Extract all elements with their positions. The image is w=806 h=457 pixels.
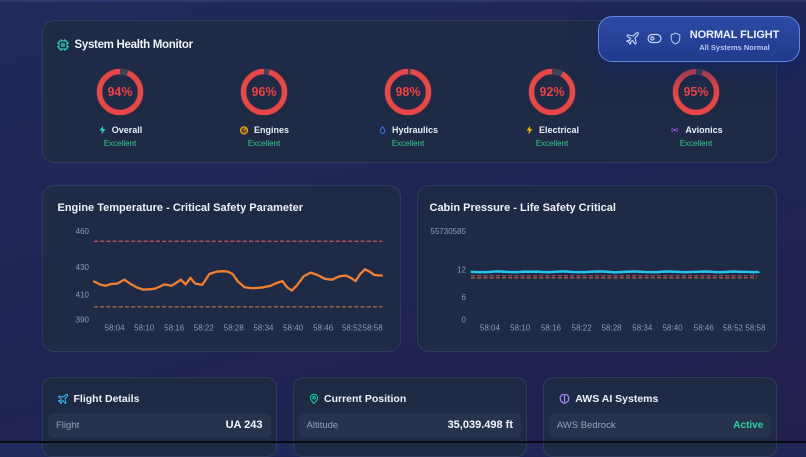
svg-text:55730585: 55730585 <box>430 227 466 236</box>
svg-text:58:16: 58:16 <box>164 324 185 333</box>
svg-text:410: 410 <box>76 290 90 299</box>
svg-text:58:28: 58:28 <box>602 324 623 333</box>
svg-text:390: 390 <box>76 316 90 325</box>
svg-text:58:04: 58:04 <box>105 324 126 333</box>
svg-text:58:34: 58:34 <box>632 324 653 333</box>
svg-text:58:46: 58:46 <box>694 324 715 333</box>
svg-text:58:46: 58:46 <box>313 324 334 333</box>
svg-text:58:52: 58:52 <box>723 324 744 333</box>
svg-text:58:22: 58:22 <box>194 324 215 333</box>
svg-text:58:52: 58:52 <box>342 324 363 333</box>
svg-text:58:58: 58:58 <box>745 324 766 333</box>
svg-text:58:58: 58:58 <box>363 324 384 333</box>
svg-text:0: 0 <box>462 316 467 325</box>
svg-text:58:28: 58:28 <box>224 324 245 333</box>
svg-text:6: 6 <box>462 293 467 302</box>
svg-text:430: 430 <box>76 263 90 272</box>
svg-text:460: 460 <box>76 227 90 236</box>
svg-text:58:10: 58:10 <box>510 324 531 333</box>
svg-text:58:34: 58:34 <box>253 324 274 333</box>
svg-text:58:04: 58:04 <box>480 324 501 333</box>
svg-text:58:40: 58:40 <box>663 324 684 333</box>
svg-text:58:22: 58:22 <box>572 324 593 333</box>
svg-text:12: 12 <box>457 266 466 275</box>
svg-text:58:10: 58:10 <box>134 324 155 333</box>
svg-text:58:40: 58:40 <box>283 324 304 333</box>
svg-text:58:16: 58:16 <box>541 324 562 333</box>
